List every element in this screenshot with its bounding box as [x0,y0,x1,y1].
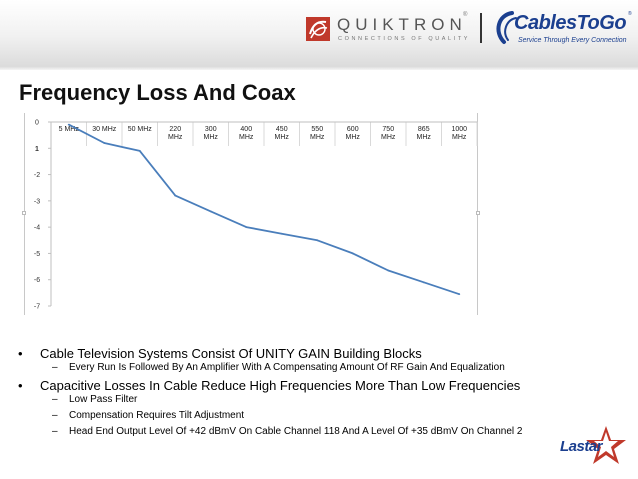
x-tick-label: 550 [311,126,323,133]
cablestogo-name: CablesToGo [514,12,627,34]
bullet-2-sub-1-text: Low Pass Filter [69,394,138,405]
bullet-2-sub-3-dash: – [52,426,58,437]
x-tick-label: MHz [239,134,254,141]
series-line [68,123,460,296]
x-tick-label: 50 MHz [128,126,153,133]
y-tick-label: 0 [35,120,39,127]
x-tick-label: 865 [418,126,430,133]
x-tick-label: 600 [347,126,359,133]
x-tick-label: 5 MHz [59,126,80,133]
lastar-logo: Lastar [560,426,630,470]
x-tick-label: 750 [382,126,394,133]
quiktron-mark-icon [306,17,330,41]
y-tick-label: 1 [35,146,39,153]
frequency-loss-chart: 01-2-3-4-5-6-75 MHz 30 MHz 50 MHz 220MHz300… [34,120,478,311]
bullet-2-sub-2-text: Compensation Requires Tilt Adjustment [69,410,245,421]
data-point [316,239,319,242]
cablestogo-tagline: Service Through Every Connection [518,37,627,44]
x-tick-label: 30 MHz [92,126,117,133]
bullet-2-sub-2-dash: – [52,410,58,421]
quiktron-logo: QUIKTRON ® CONNECTIONS OF QUALITY [305,12,475,48]
data-point [209,210,212,213]
x-tick-label: MHz [381,134,396,141]
x-tick-label: 450 [276,126,288,133]
x-tick-label: 300 [205,126,217,133]
cablestogo-logo: CablesToGo ® Service Through Every Conne… [492,10,634,50]
quiktron-tagline: CONNECTIONS OF QUALITY [338,36,471,42]
y-tick-label: -7 [34,304,40,311]
x-tick-label: MHz [452,134,467,141]
x-tick-label: MHz [346,134,361,141]
x-tick-label: 220 [169,126,181,133]
y-tick-label: -3 [34,198,40,205]
chart-frame-handle-left [22,211,26,215]
quiktron-name: QUIKTRON [337,15,467,34]
bullet-1-sub-1-dash: – [52,362,58,373]
y-tick-label: -5 [34,251,40,258]
bullet-2-sub-1-dash: – [52,394,58,405]
x-tick-label: MHz [417,134,432,141]
lastar-star-icon [586,426,626,464]
x-tick-label: 1000 [451,126,467,133]
header-rule [0,66,638,70]
y-tick-label: -6 [34,277,40,284]
bullet-2-marker: • [18,378,23,393]
bullet-2-sub-3-text: Head End Output Level Of +42 dBmV On Cab… [69,426,523,437]
data-point [103,142,106,144]
cablestogo-reg-mark: ® [628,11,632,17]
bullet-1-marker: • [18,346,23,361]
data-point [138,150,141,152]
data-point [422,281,425,284]
data-point [387,269,390,272]
data-point [351,252,354,255]
logo-divider [480,13,482,43]
data-point [280,232,283,235]
lastar-wordmark: Lastar [560,438,603,455]
chart-frame: 0 1 -2 -3 -4 -5 -6 -7 5 MHz 30 MHz 50 MHz 220 MHz 300… [24,113,478,315]
chart-frame-handle-right [476,211,480,215]
quiktron-reg-mark: ® [463,12,468,18]
cablestogo-swoosh-icon [496,11,517,44]
x-tick-label: MHz [310,134,325,141]
bullet-1-sub-1-text: Every Run Is Followed By An Amplifier Wi… [69,362,505,373]
bullet-1-text: Cable Television Systems Consist Of UNIT… [40,346,422,361]
y-tick-label: -4 [34,225,40,232]
data-point [245,226,248,229]
data-point [458,293,461,296]
x-tick-label: MHz [168,134,183,141]
x-tick-label: 400 [240,126,252,133]
bullet-2-text: Capacitive Losses In Cable Reduce High F… [40,378,521,393]
y-tick-label: -2 [34,172,40,179]
x-tick-label: MHz [275,134,290,141]
data-point [174,194,177,197]
x-tick-label: MHz [204,134,219,141]
slide-title: Frequency Loss And Coax [19,80,296,105]
data-point [67,123,70,126]
